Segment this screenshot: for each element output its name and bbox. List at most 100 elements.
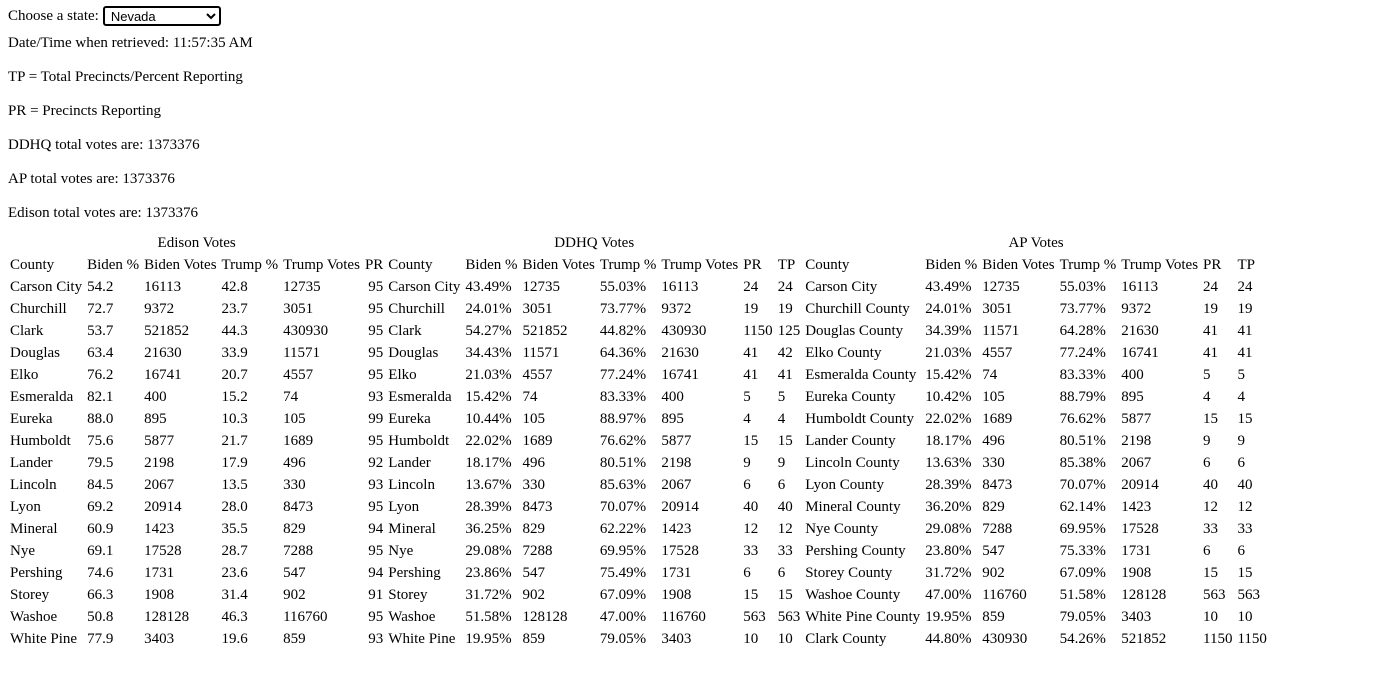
table-cell: 20914: [661, 498, 699, 515]
table-cell: 563: [1237, 586, 1260, 603]
table-cell: 69.95%: [599, 542, 647, 559]
table-cell: 74: [522, 388, 538, 405]
table-cell: 88.79%: [1059, 388, 1106, 405]
table-row: Elko 76.2 16741 20.7 4557 95: [8, 364, 386, 386]
table-cell: 9372: [661, 300, 692, 317]
table-cell: Carson City: [388, 278, 461, 295]
table-cell: Esmeralda: [388, 388, 452, 405]
table-row: Mineral 60.9 1423 35.5 829 94: [8, 518, 386, 540]
table-cell: 79.05%: [599, 630, 647, 647]
table-cell: 42: [777, 344, 793, 361]
table-cell: Esmeralda: [10, 388, 74, 405]
table-cell: 15: [743, 586, 759, 603]
table-cell: 5877: [1121, 410, 1152, 427]
table-cell: 36.25%: [465, 520, 512, 537]
table-cell: 69.1: [87, 542, 114, 559]
table-cell: 82.1: [87, 388, 114, 405]
table-cell: 2198: [144, 454, 175, 471]
table-row: Elko 21.03% 4557 77.24% 16741 41 41: [386, 364, 803, 386]
table-cell: 12: [777, 520, 793, 537]
table-cell: Clark: [388, 322, 422, 339]
table-cell: 9372: [1121, 300, 1152, 317]
table-cell: 24: [1203, 278, 1219, 295]
retrieved-time: Date/Time when retrieved: 11:57:35 AM: [8, 35, 253, 51]
table-cell: 20914: [1121, 476, 1159, 493]
table-cell: 24.01%: [465, 300, 512, 317]
table-cell: 13.63%: [925, 454, 972, 471]
state-select[interactable]: Nevada: [102, 6, 221, 26]
table-cell: 53.7: [87, 322, 114, 339]
table-cell: 10: [743, 630, 759, 647]
table-cell: 88.0: [87, 410, 114, 427]
table-cell: 4557: [982, 344, 1013, 361]
table-cell: 105: [982, 388, 1005, 405]
table-cell: 547: [283, 564, 306, 581]
table-cell: 41: [743, 366, 759, 383]
column-header: County: [10, 256, 55, 273]
table-cell: 1423: [144, 520, 175, 537]
table-cell: 76.62%: [599, 432, 647, 449]
table-row: Lincoln 13.67% 330 85.63% 2067 6 6: [386, 474, 803, 496]
table-cell: 7288: [522, 542, 553, 559]
table-cell: 2198: [1121, 432, 1152, 449]
table-cell: 19: [743, 300, 759, 317]
table-row: Elko County 21.03% 4557 77.24% 16741 41 41: [803, 342, 1270, 364]
table-cell: Mineral: [10, 520, 58, 537]
table-cell: 95: [368, 432, 384, 449]
table-cell: 85.63%: [599, 476, 647, 493]
table-caption: Edison Votes: [157, 234, 236, 251]
table-cell: 24: [777, 278, 793, 295]
state-chooser: Choose a state: Nevada: [8, 6, 1375, 26]
column-header: Trump %: [599, 256, 657, 273]
table-row: Nye 29.08% 7288 69.95% 17528 33 33: [386, 540, 803, 562]
table-cell: Storey County: [805, 564, 893, 581]
table-cell: 3403: [144, 630, 175, 647]
table-cell: Douglas: [388, 344, 439, 361]
table-cell: 54.2: [87, 278, 114, 295]
column-header: Trump %: [1059, 256, 1117, 273]
table-cell: 15: [1203, 410, 1219, 427]
ddhq-total: DDHQ total votes are: 1373376: [8, 137, 200, 153]
table-row: White Pine 77.9 3403 19.6 859 93: [8, 628, 386, 650]
table-cell: 3051: [283, 300, 314, 317]
table-cell: 95: [368, 344, 384, 361]
table-cell: Pershing: [10, 564, 63, 581]
table-cell: 400: [144, 388, 167, 405]
table-cell: 46.3: [221, 608, 248, 625]
table-caption: AP Votes: [1008, 234, 1064, 251]
table-cell: Elko: [388, 366, 417, 383]
table-cell: 4: [743, 410, 751, 427]
table-cell: 95: [368, 322, 384, 339]
state-label: Choose a state:: [8, 7, 99, 24]
table-cell: Douglas County: [805, 322, 904, 339]
table-cell: 125: [777, 322, 801, 339]
column-header: Biden %: [465, 256, 518, 273]
table-cell: 6: [777, 476, 786, 493]
column-header: Trump Votes: [283, 256, 360, 273]
table-cell: Churchill: [10, 300, 67, 317]
ddhq-table: DDHQ Votes County Biden % Biden Votes Trump…: [386, 232, 803, 650]
table-cell: 62.22%: [599, 520, 647, 537]
table-cell: 76.2: [87, 366, 114, 383]
table-cell: 496: [283, 454, 306, 471]
table-row: Lincoln 84.5 2067 13.5 330 93: [8, 474, 386, 496]
table-cell: 41: [777, 366, 793, 383]
table-cell: 128128: [144, 608, 190, 625]
table-cell: 23.86%: [465, 564, 512, 581]
table-cell: 33: [743, 542, 759, 559]
table-cell: 5: [743, 388, 751, 405]
table-row: Churchill 72.7 9372 23.7 3051 95: [8, 298, 386, 320]
table-row: Churchill 24.01% 3051 73.77% 9372 19 19: [386, 298, 803, 320]
table-cell: 829: [522, 520, 545, 537]
table-cell: 19: [1237, 300, 1253, 317]
table-cell: 95: [368, 300, 384, 317]
table-cell: 430930: [283, 322, 329, 339]
table-cell: 19.95%: [925, 608, 972, 625]
table-cell: 41: [743, 344, 759, 361]
table-cell: 496: [982, 432, 1005, 449]
table-row: Washoe 51.58% 128128 47.00% 116760 563 563: [386, 606, 803, 628]
table-cell: 74: [283, 388, 299, 405]
table-cell: 330: [522, 476, 545, 493]
table-row: Storey 31.72% 902 67.09% 1908 15 15: [386, 584, 803, 606]
table-cell: 28.39%: [465, 498, 512, 515]
